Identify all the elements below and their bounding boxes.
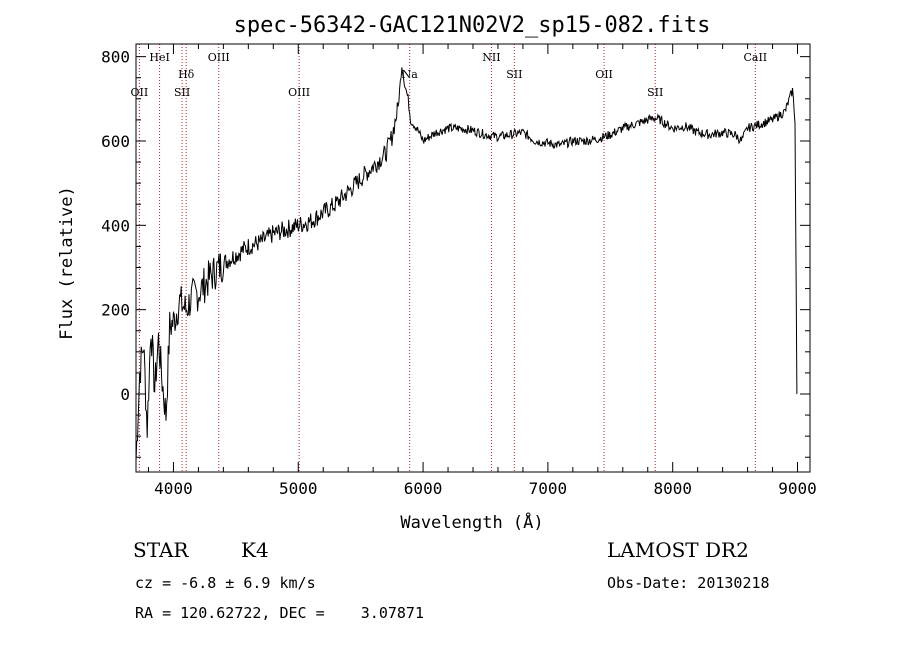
x-axis-label: Wavelength (Å) (400, 511, 543, 533)
x-tick-label: 9000 (778, 479, 817, 498)
emission-line-label: HeI (149, 51, 169, 64)
emission-line-label: NII (482, 51, 500, 64)
x-axis: 4000 5000 6000 7000 8000 9000 (147, 44, 817, 498)
emission-line-label: Na (402, 68, 419, 81)
x-tick-label: 8000 (653, 479, 692, 498)
emission-line-label: SII (174, 86, 190, 99)
y-tick-label: 400 (101, 216, 130, 235)
y-tick-label: 800 (101, 48, 130, 67)
emission-line-label: OIII (288, 86, 310, 99)
y-axis-label: Flux (relative) (57, 186, 77, 340)
x-tick-label: 5000 (279, 479, 318, 498)
chart-title: spec-56342-GAC121N02V2_sp15-082.fits (234, 13, 711, 38)
y-axis: 0 200 400 600 800 (101, 48, 810, 458)
spectrum-line (135, 67, 798, 462)
emission-line-label: SII (506, 68, 522, 81)
velocity-readout: cz = -6.8 ± 6.9 km/s (135, 574, 316, 592)
emission-line-label: OII (131, 86, 149, 99)
emission-line-label: Hδ (178, 68, 195, 81)
coordinates-readout: RA = 120.62722, DEC = 3.07871 (135, 604, 424, 622)
y-tick-label: 200 (101, 301, 130, 320)
emission-line-label: CaII (743, 51, 767, 64)
emission-line-label: SII (647, 86, 663, 99)
survey-label: LAMOST DR2 (607, 538, 749, 562)
y-tick-label: 0 (120, 385, 130, 404)
emission-line-labels: OII HeI SII Hδ OIII OIII Na NII SII OII SII CaII (131, 51, 768, 99)
object-subclass: K4 (241, 538, 269, 562)
y-tick-label: 600 (101, 132, 130, 151)
object-class: STAR (133, 538, 189, 562)
x-tick-label: 6000 (404, 479, 443, 498)
emission-line-label: OII (595, 68, 613, 81)
emission-line-label: OIII (208, 51, 230, 64)
observation-date: Obs-Date: 20130218 (607, 574, 770, 592)
x-tick-label: 4000 (154, 479, 193, 498)
emission-line-markers (138, 44, 756, 472)
x-tick-label: 7000 (529, 479, 568, 498)
